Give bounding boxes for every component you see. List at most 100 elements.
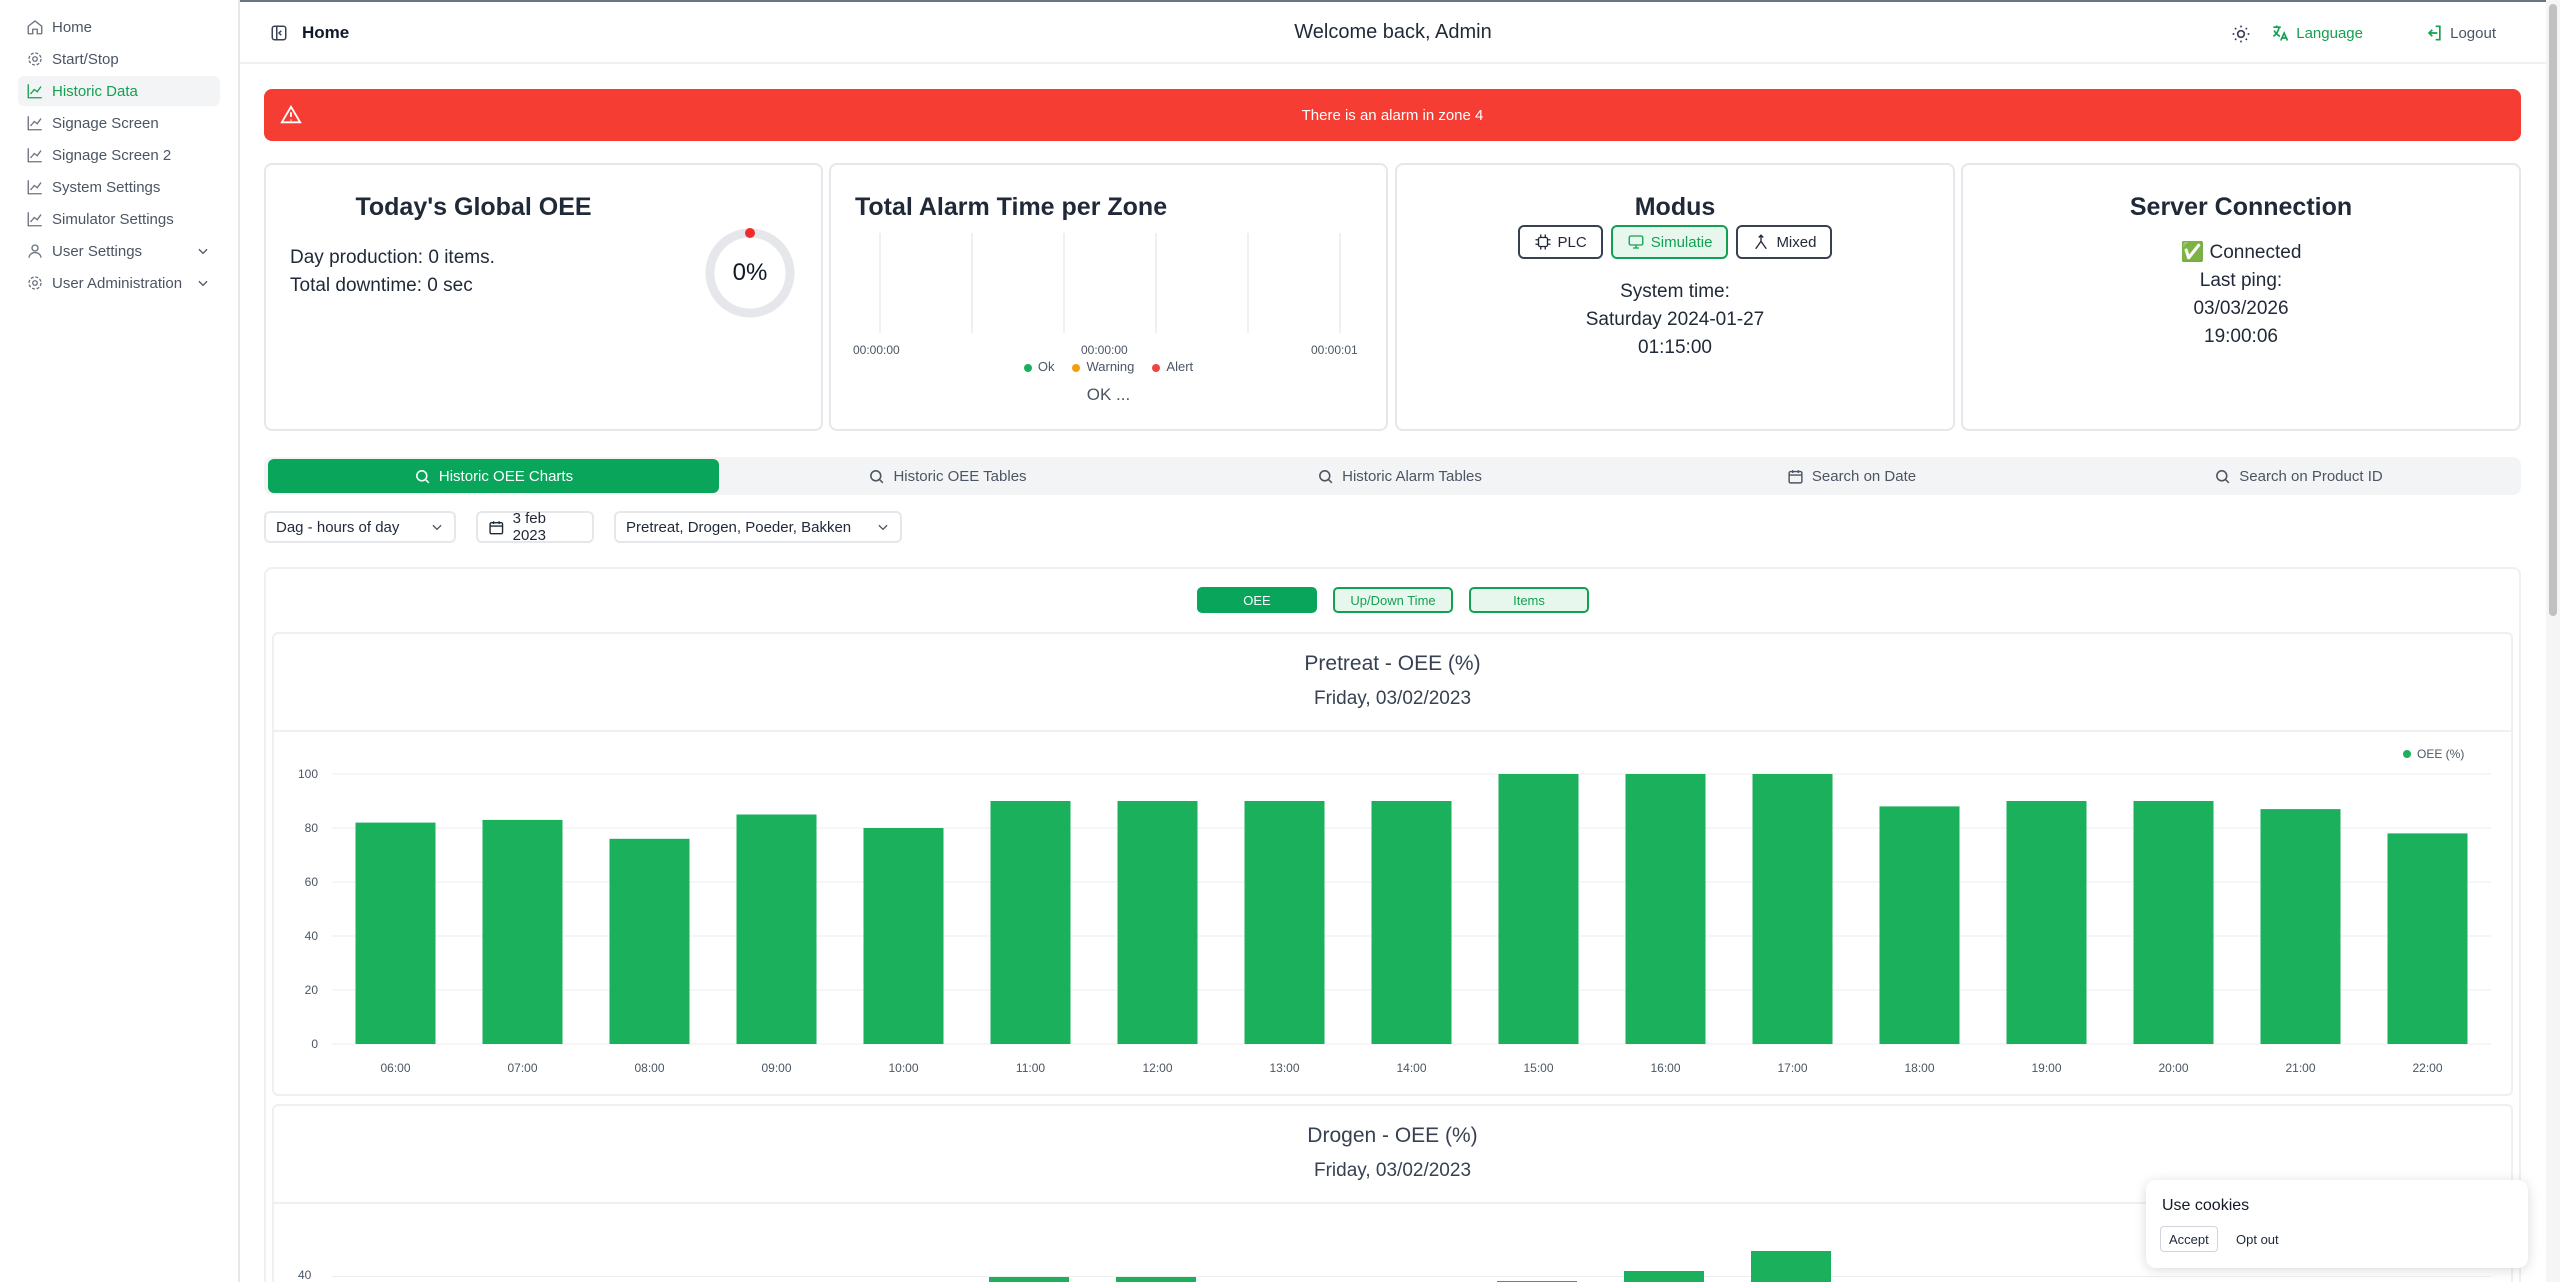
calendar-icon	[489, 520, 504, 534]
tab-historic-oee-tables[interactable]: Historic OEE Tables	[724, 459, 1171, 493]
chart-bar	[1752, 774, 1833, 1044]
sidebar-item-system-settings[interactable]: System Settings	[18, 172, 220, 202]
time-tick: 00:00:01	[1311, 343, 1358, 357]
sidebar-item-simulator-settings[interactable]: Simulator Settings	[18, 204, 220, 234]
sidebar-item-label: Signage Screen 2	[52, 146, 172, 164]
range-select[interactable]: Dag - hours of day	[264, 511, 456, 543]
sidebar-item-label: Signage Screen	[52, 114, 159, 132]
time-tick: 00:00:00	[1081, 343, 1128, 357]
sidebar-item-signage-screen[interactable]: Signage Screen	[18, 108, 220, 138]
gear-icon	[28, 276, 42, 290]
zones-select[interactable]: Pretreat, Drogen, Poeder, Bakken	[614, 511, 902, 543]
legend-warning[interactable]: Warning	[1072, 359, 1134, 374]
x-tick-label: 15:00	[1523, 1061, 1553, 1075]
chart-bar	[2133, 801, 2214, 1044]
card-title: Total Alarm Time per Zone	[855, 193, 1168, 221]
last-ping-time: 19:00:06	[2204, 326, 2278, 347]
sidebar-item-label: Start/Stop	[52, 50, 119, 68]
scrollbar[interactable]	[2546, 0, 2560, 1282]
day-production: Day production: 0 items.	[290, 247, 495, 268]
x-tick-label: 19:00	[2031, 1061, 2061, 1075]
x-tick-label: 11:00	[1016, 1061, 1045, 1075]
sidebar: Home Start/Stop Historic Data Signage Sc…	[0, 0, 240, 1282]
connection-status: ✅ Connected	[2180, 242, 2302, 263]
language-label: Language	[2296, 24, 2363, 42]
chart-bar	[1117, 801, 1198, 1044]
sidebar-item-user-administration[interactable]: User Administration	[18, 268, 220, 298]
sidebar-item-label: System Settings	[52, 178, 161, 196]
mode-plc-button[interactable]: PLC	[1517, 225, 1603, 259]
sidebar-item-label: Simulator Settings	[52, 210, 174, 228]
sun-icon[interactable]	[2231, 24, 2251, 44]
sidebar-item-signage-screen-2[interactable]: Signage Screen 2	[18, 140, 220, 170]
mode-simulatie-button[interactable]: Simulatie	[1610, 225, 1729, 259]
y-tick-label: 40	[305, 929, 319, 943]
tab-historic-oee-charts[interactable]: Historic OEE Charts	[268, 459, 719, 493]
sidebar-item-historic-data[interactable]: Historic Data	[18, 76, 220, 106]
x-tick-label: 21:00	[2285, 1061, 2315, 1075]
legend-ok[interactable]: Ok	[1023, 359, 1054, 374]
chart-bar	[1116, 1277, 1196, 1282]
x-tick-label: 17:00	[1777, 1061, 1807, 1075]
search-icon	[1319, 469, 1333, 483]
sidebar-item-label: User Administration	[52, 274, 183, 292]
welcome-message: Welcome back, Admin	[1294, 21, 1492, 43]
search-icon	[870, 469, 884, 483]
y-tick-label: 20	[305, 983, 319, 997]
language-button[interactable]: Language	[2270, 23, 2363, 43]
chevron-down-icon[interactable]	[196, 276, 210, 290]
sidebar-item-start-stop[interactable]: Start/Stop	[18, 44, 220, 74]
chart-title: Drogen - OEE (%)	[1307, 1124, 1478, 1147]
chart-subtitle: Friday, 03/02/2023	[1313, 688, 1472, 709]
chevron-down-icon	[878, 524, 888, 531]
logout-icon	[2427, 25, 2441, 41]
chevron-down-icon[interactable]	[196, 244, 210, 258]
x-tick-label: 13:00	[1269, 1061, 1299, 1075]
toggle-oee-button[interactable]: OEE	[1197, 587, 1317, 613]
y-tick-label: 80	[305, 821, 319, 835]
chart-bar	[989, 1277, 1069, 1282]
tab-historic-alarm-tables[interactable]: Historic Alarm Tables	[1176, 459, 1623, 493]
toggle-items-button[interactable]: Items	[1469, 587, 1589, 613]
line-chart-icon	[27, 148, 42, 163]
sidebar-item-home[interactable]: Home	[18, 12, 220, 42]
sidebar-item-label: Historic Data	[52, 82, 138, 100]
tab-search-on-date[interactable]: Search on Date	[1628, 459, 2075, 493]
cookie-accept-button[interactable]: Accept	[2160, 1226, 2218, 1252]
card-title: Today's Global OEE	[355, 193, 592, 221]
cookie-opt-out-button[interactable]: Opt out	[2236, 1231, 2279, 1247]
toggle-updown-time-button[interactable]: Up/Down Time	[1333, 587, 1453, 613]
gear-icon	[28, 52, 42, 66]
sidebar-item-label: Home	[52, 18, 93, 36]
x-tick-label: 09:00	[761, 1061, 791, 1075]
tab-search-on-product-id[interactable]: Search on Product ID	[2080, 459, 2517, 493]
chart-bar	[1624, 1271, 1704, 1282]
legend-alert[interactable]: Alert	[1152, 359, 1193, 374]
scrollbar-thumb[interactable]	[2549, 4, 2557, 616]
sidebar-toggle-icon[interactable]	[270, 24, 288, 42]
chart-bar	[1751, 1251, 1831, 1282]
x-tick-label: 06:00	[380, 1061, 410, 1075]
mode-mixed-button[interactable]: Mixed	[1736, 225, 1833, 259]
search-icon	[415, 469, 430, 483]
system-date: Saturday 2024-01-27	[1585, 309, 1765, 330]
historic-tabs: Historic OEE Charts Historic OEE Tables …	[264, 457, 2521, 495]
sidebar-item-user-settings[interactable]: User Settings	[18, 236, 220, 266]
alarm-legend: Ok Warning Alert	[831, 359, 1386, 374]
system-time-label: System time:	[1620, 281, 1730, 302]
chart-title: Pretreat - OEE (%)	[1304, 652, 1481, 675]
last-ping-date: 03/03/2026	[2193, 298, 2289, 319]
chart-bar	[1371, 801, 1452, 1044]
chart-bar	[2387, 833, 2468, 1044]
date-picker[interactable]: 3 feb 2023	[476, 510, 594, 544]
alarm-time-card: Total Alarm Time per Zone 00:00:00 00:00…	[829, 163, 1388, 431]
legend-dot	[2403, 750, 2411, 758]
modus-card: Modus PLC Simulatie Mixed System time: S…	[1395, 163, 1955, 431]
alarm-status: OK ...	[1086, 385, 1131, 404]
y-tick-label: 100	[298, 767, 318, 781]
drogen-chart: Drogen - OEE (%) Friday, 03/02/2023 40	[272, 1104, 2513, 1282]
y-tick-label: 60	[305, 875, 319, 889]
search-icon	[2216, 469, 2230, 483]
chart-bar	[736, 814, 817, 1044]
logout-button[interactable]: Logout	[2424, 23, 2496, 43]
